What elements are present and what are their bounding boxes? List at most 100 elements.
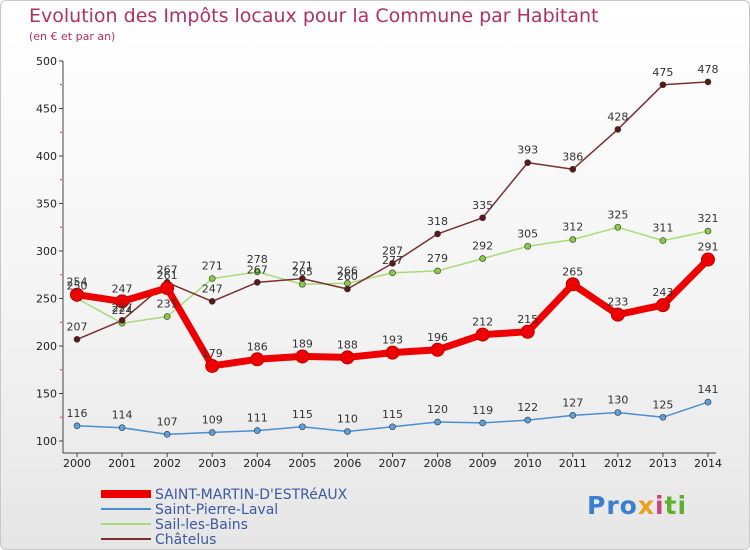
series-2-point bbox=[163, 313, 171, 320]
chart-axes: 100 150 200 250 300 350 400 450 500 2000 2001 2002 2… bbox=[36, 55, 722, 470]
x-tick-label: 2003 bbox=[198, 457, 226, 470]
series-2-value-label: 279 bbox=[427, 252, 448, 265]
series-0-point bbox=[340, 350, 355, 365]
series-3-point bbox=[389, 260, 396, 267]
x-tick-label: 2001 bbox=[108, 457, 136, 470]
series-0-value-label: 193 bbox=[382, 334, 403, 347]
series-0-value-label: 196 bbox=[427, 331, 448, 344]
y-tick-label: 300 bbox=[36, 245, 57, 258]
series-1-value-label: 122 bbox=[517, 401, 538, 414]
series-0-value-label: 189 bbox=[292, 337, 313, 350]
series-3-value-label: 267 bbox=[247, 263, 268, 276]
series-1-value-label: 119 bbox=[472, 404, 493, 417]
series-0-point bbox=[475, 327, 490, 342]
series-0-point bbox=[205, 358, 220, 373]
series-1-value-label: 115 bbox=[382, 408, 403, 421]
series-2-value-label: 277 bbox=[382, 254, 403, 267]
series-2-point bbox=[659, 237, 667, 244]
legend-label: Saint-Pierre-Laval bbox=[155, 502, 278, 518]
series-0-point bbox=[115, 294, 130, 309]
series-0-value-label: 261 bbox=[157, 269, 178, 282]
chart-title: Evolution des Impôts locaux pour la Comm… bbox=[29, 5, 599, 27]
series-3-point bbox=[614, 126, 622, 133]
y-tick-label: 150 bbox=[36, 388, 57, 401]
legend-label: Châtelus bbox=[155, 532, 216, 548]
series-2-point bbox=[253, 268, 261, 276]
series-0-point bbox=[700, 252, 715, 267]
series-2-value-label: 278 bbox=[247, 253, 268, 266]
series-3-point bbox=[118, 317, 126, 324]
series-1-value-label: 130 bbox=[607, 394, 628, 407]
series-2-value-label: 292 bbox=[472, 240, 493, 253]
series-2-point bbox=[479, 255, 486, 262]
series-3-point bbox=[659, 81, 667, 89]
x-tick-label: 2014 bbox=[694, 457, 722, 470]
y-tick-label: 350 bbox=[36, 198, 57, 211]
series-3-point bbox=[704, 78, 712, 86]
series-0-value-label: 186 bbox=[247, 340, 268, 353]
series-1-value-label: 120 bbox=[427, 403, 448, 416]
chart-subtitle: (en € et par an) bbox=[29, 30, 116, 43]
series-3-value-label: 318 bbox=[427, 215, 448, 228]
series-1-point bbox=[73, 422, 81, 430]
series-1-value-label: 115 bbox=[292, 408, 313, 421]
series-0-value-label: 254 bbox=[67, 276, 88, 289]
series-3-point bbox=[299, 275, 306, 282]
series-3-point bbox=[434, 230, 441, 238]
series-3-value-label: 260 bbox=[337, 270, 358, 283]
series-1-point bbox=[208, 429, 216, 436]
series-1-point bbox=[253, 427, 261, 434]
series-1-point bbox=[524, 416, 532, 424]
x-tick-label: 2011 bbox=[559, 457, 587, 470]
series-3-value-label: 478 bbox=[697, 63, 718, 76]
series-2-point bbox=[524, 242, 532, 250]
series-1-point bbox=[389, 423, 396, 431]
series-2-value-label: 312 bbox=[562, 221, 583, 234]
series-0-value-label: 212 bbox=[472, 316, 493, 329]
series-2-value-label: 321 bbox=[697, 212, 718, 225]
series-3-value-label: 386 bbox=[562, 150, 583, 163]
series-0-value-label: 247 bbox=[112, 282, 133, 295]
series-3-value-label: 247 bbox=[202, 282, 223, 295]
x-tick-label: 2007 bbox=[378, 457, 406, 470]
y-tick-label: 100 bbox=[36, 435, 57, 448]
x-tick-label: 2005 bbox=[288, 457, 316, 470]
series-1-point bbox=[659, 413, 667, 421]
series-0-value-label: 243 bbox=[652, 286, 673, 299]
legend-label: SAINT-MARTIN-D'ESTRéAUX bbox=[155, 487, 348, 503]
series-3-value-label: 227 bbox=[112, 301, 133, 314]
series-0-point bbox=[430, 342, 445, 357]
series-1-point bbox=[704, 398, 712, 406]
series-0-point bbox=[70, 287, 84, 302]
series-1-value-label: 109 bbox=[202, 413, 223, 426]
series-1-value-label: 127 bbox=[562, 396, 583, 409]
series-1-point bbox=[299, 423, 306, 431]
series-2-value-label: 231 bbox=[157, 298, 178, 311]
series-0-point bbox=[250, 352, 265, 367]
series-0-value-label: 265 bbox=[562, 265, 583, 278]
series-3-point bbox=[479, 214, 486, 222]
series-2-value-label: 305 bbox=[517, 227, 538, 240]
series-0-point bbox=[160, 281, 175, 296]
series-2-value-label: 311 bbox=[652, 222, 673, 235]
x-tick-label: 2009 bbox=[469, 457, 497, 470]
series-1-point bbox=[434, 418, 441, 426]
x-tick-label: 2010 bbox=[514, 457, 542, 470]
x-tick-label: 2006 bbox=[333, 457, 361, 470]
series-1-point bbox=[163, 431, 171, 438]
series-2-point bbox=[614, 223, 622, 231]
series-0-value-label: 291 bbox=[697, 241, 718, 254]
y-tick-label: 500 bbox=[36, 55, 57, 68]
series-1-value-label: 107 bbox=[157, 415, 178, 428]
series-0-point bbox=[295, 349, 310, 364]
series-0-point bbox=[655, 298, 670, 313]
x-tick-label: 2013 bbox=[649, 457, 677, 470]
series-2-value-label: 265 bbox=[292, 265, 313, 278]
series-2-point bbox=[389, 269, 396, 277]
series-3-value-label: 428 bbox=[607, 110, 628, 123]
series-2-value-label: 271 bbox=[202, 260, 223, 273]
series-0-point bbox=[520, 324, 535, 339]
series-2-point bbox=[704, 227, 712, 235]
